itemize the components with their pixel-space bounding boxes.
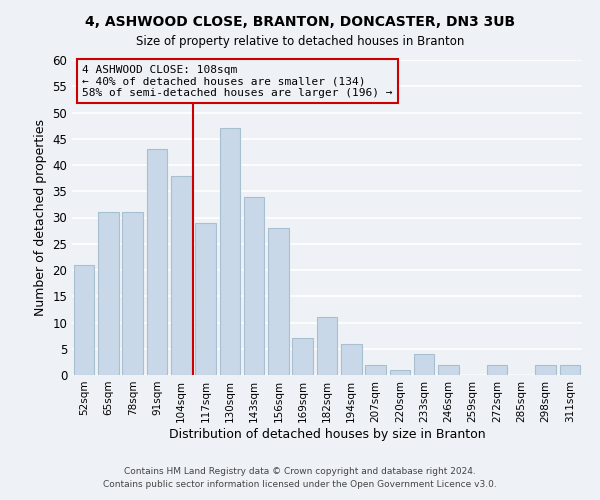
Y-axis label: Number of detached properties: Number of detached properties xyxy=(34,119,47,316)
Bar xyxy=(535,364,556,375)
Bar xyxy=(244,196,265,375)
Bar xyxy=(195,223,216,375)
Text: 4, ASHWOOD CLOSE, BRANTON, DONCASTER, DN3 3UB: 4, ASHWOOD CLOSE, BRANTON, DONCASTER, DN… xyxy=(85,15,515,29)
Text: 4 ASHWOOD CLOSE: 108sqm
← 40% of detached houses are smaller (134)
58% of semi-d: 4 ASHWOOD CLOSE: 108sqm ← 40% of detache… xyxy=(82,64,392,98)
Bar xyxy=(414,354,434,375)
Bar xyxy=(171,176,191,375)
Bar xyxy=(487,364,508,375)
Bar xyxy=(438,364,459,375)
Text: Contains HM Land Registry data © Crown copyright and database right 2024.
Contai: Contains HM Land Registry data © Crown c… xyxy=(103,467,497,489)
Bar xyxy=(317,318,337,375)
Bar xyxy=(365,364,386,375)
Bar xyxy=(122,212,143,375)
Bar xyxy=(292,338,313,375)
Bar xyxy=(560,364,580,375)
Text: Size of property relative to detached houses in Branton: Size of property relative to detached ho… xyxy=(136,35,464,48)
Bar xyxy=(220,128,240,375)
Bar xyxy=(389,370,410,375)
Bar xyxy=(341,344,362,375)
Bar xyxy=(74,265,94,375)
Bar xyxy=(146,149,167,375)
Bar xyxy=(268,228,289,375)
X-axis label: Distribution of detached houses by size in Branton: Distribution of detached houses by size … xyxy=(169,428,485,440)
Bar xyxy=(98,212,119,375)
